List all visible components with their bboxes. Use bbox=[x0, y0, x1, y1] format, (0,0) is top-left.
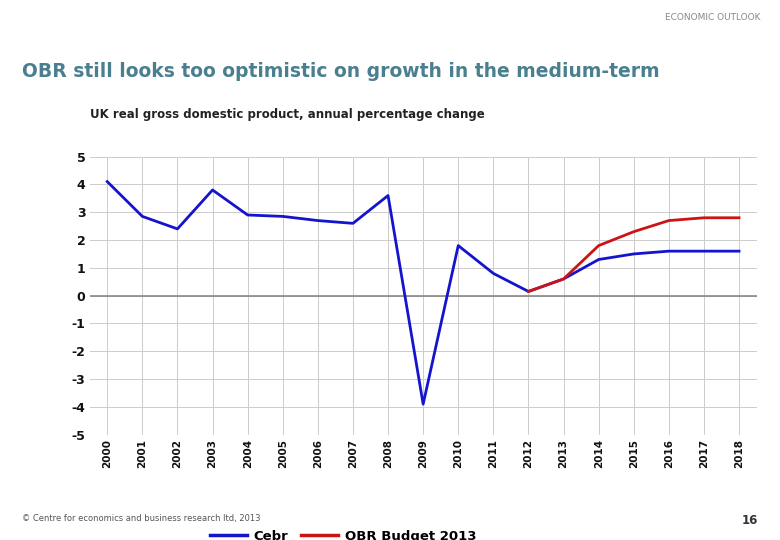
Legend: Cebr, OBR Budget 2013: Cebr, OBR Budget 2013 bbox=[204, 525, 482, 540]
Text: OBR still looks too optimistic on growth in the medium-term: OBR still looks too optimistic on growth… bbox=[22, 62, 659, 81]
Text: UK real gross domestic product, annual percentage change: UK real gross domestic product, annual p… bbox=[90, 108, 484, 121]
Text: 16: 16 bbox=[742, 514, 758, 527]
Text: ECONOMIC OUTLOOK: ECONOMIC OUTLOOK bbox=[665, 14, 760, 23]
Text: © Centre for economics and business research ltd, 2013: © Centre for economics and business rese… bbox=[22, 514, 261, 523]
